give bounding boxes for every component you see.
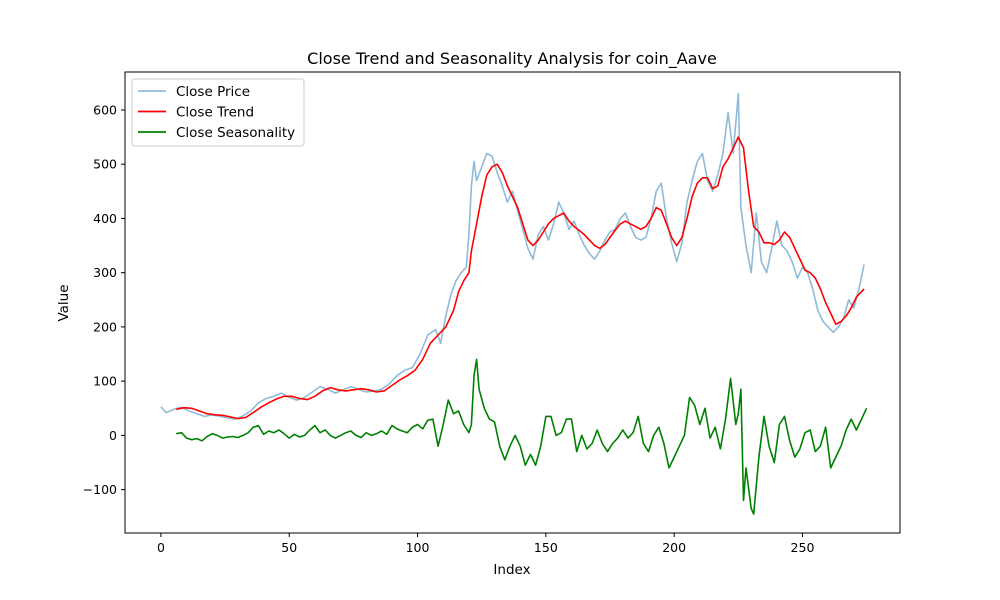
x-tick-label: 100 [406, 540, 430, 555]
x-tick-label: 50 [281, 540, 297, 555]
y-tick-label: 400 [93, 211, 117, 226]
chart-title: Close Trend and Seasonality Analysis for… [307, 49, 717, 69]
x-tick-label: 200 [662, 540, 686, 555]
series-line-close-trend [176, 136, 865, 420]
legend: Close Price Close Trend Close Seasonality [131, 78, 305, 147]
series-line-close-price [160, 92, 865, 420]
y-tick-label: 0 [109, 428, 117, 443]
legend-label: Close Seasonality [176, 125, 295, 141]
x-axis-label: Index [493, 562, 530, 578]
legend-box [131, 78, 305, 147]
ticks-layer: 0 50 100 150 200 250 −100 0 100 200 300 400 500 600 [83, 102, 815, 555]
plot-frame [124, 71, 901, 534]
y-tick-label: 300 [93, 265, 117, 280]
series-layer [160, 92, 868, 515]
x-tick-label: 250 [791, 540, 815, 555]
y-tick-label: 100 [93, 374, 117, 389]
x-tick-label: 0 [157, 540, 165, 555]
y-axis-label: Value [56, 284, 72, 321]
y-tick-label: 200 [93, 319, 117, 334]
legend-label: Close Price [176, 84, 250, 100]
y-tick-label: 500 [93, 157, 117, 172]
legend-label: Close Trend [176, 105, 254, 121]
y-tick-label: 600 [93, 102, 117, 117]
y-tick-label: −100 [83, 482, 117, 497]
series-line-close-seasonality [176, 358, 868, 515]
x-tick-label: 150 [534, 540, 558, 555]
